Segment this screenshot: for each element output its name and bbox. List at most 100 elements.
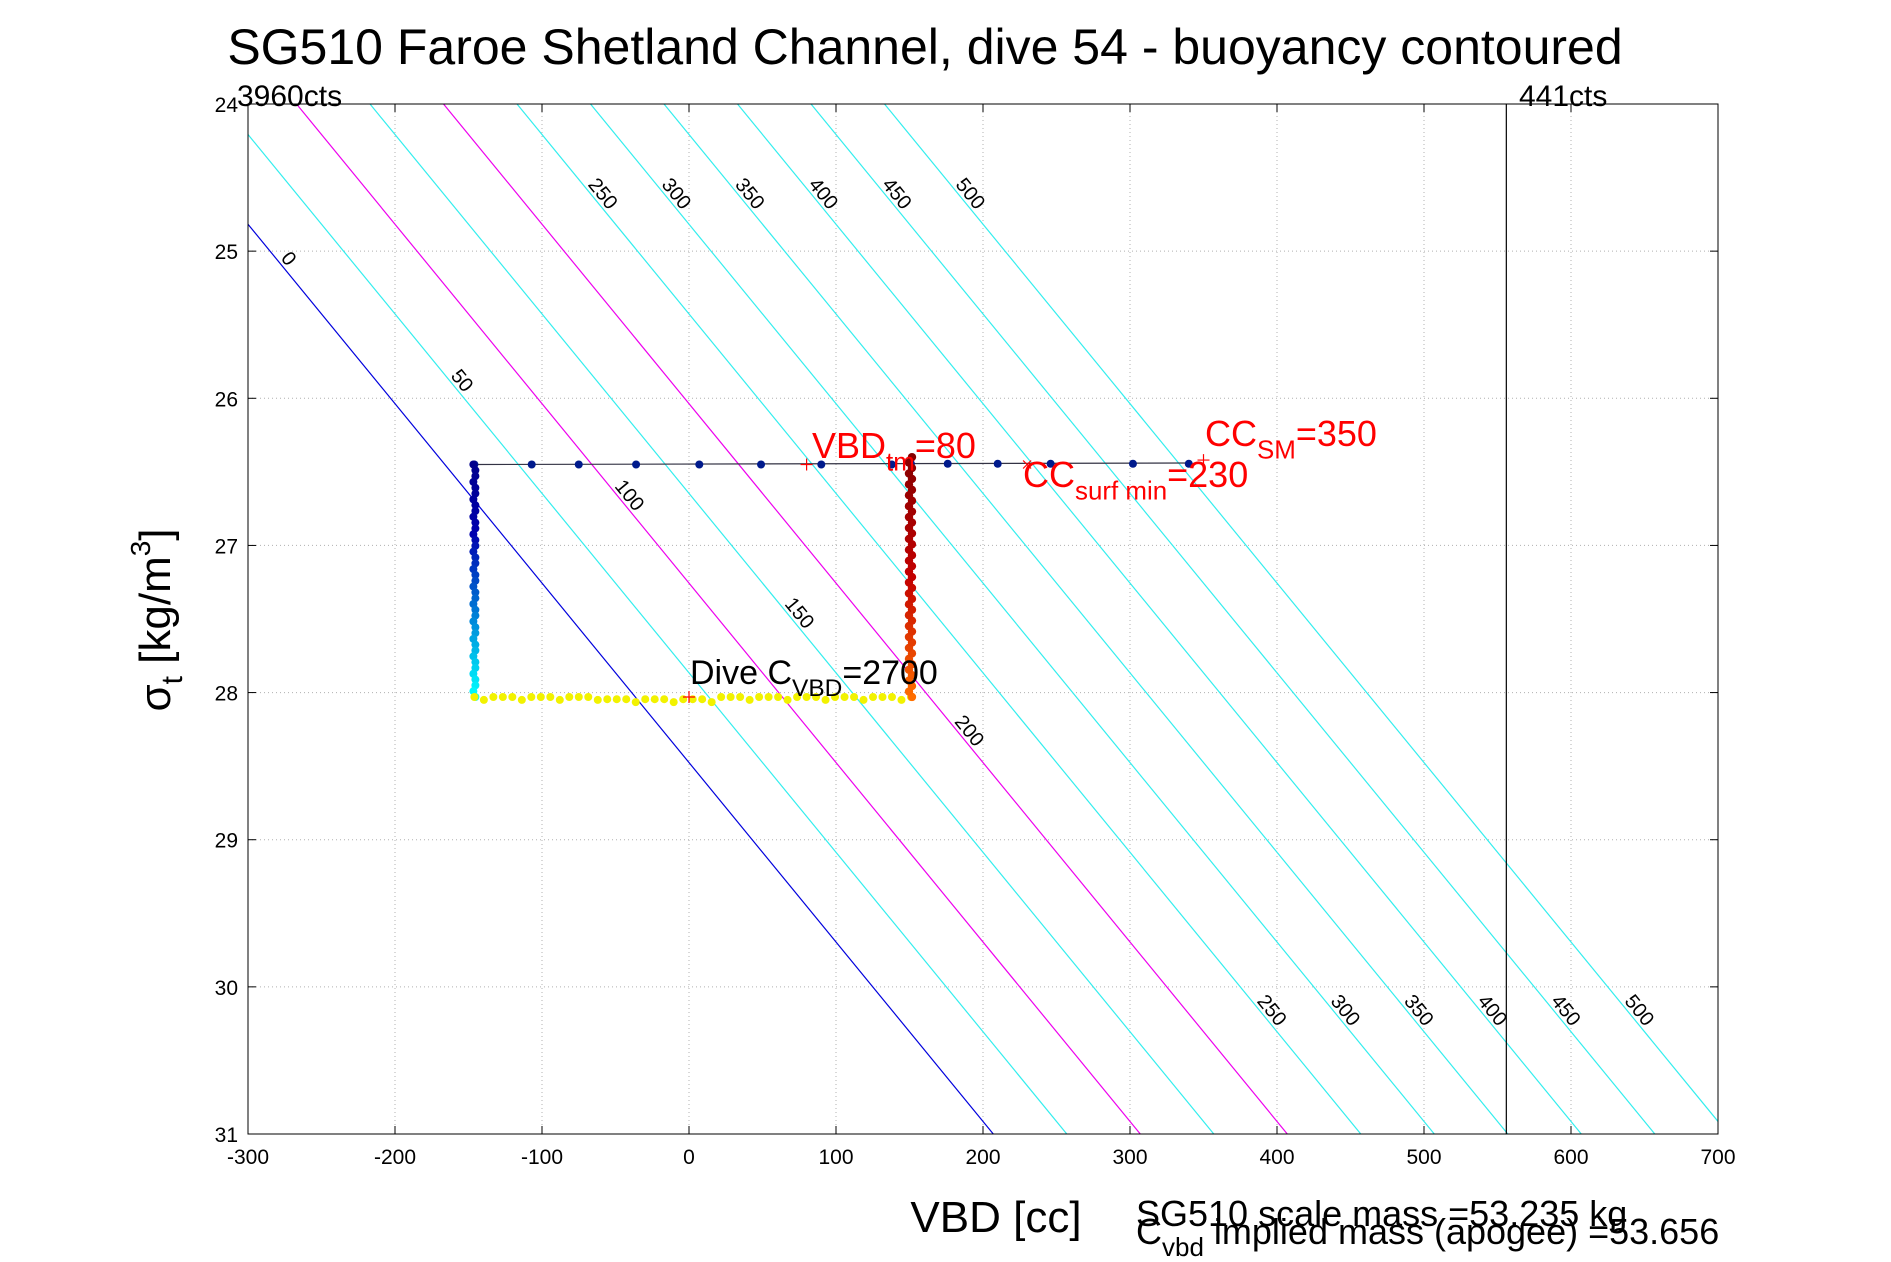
descent-point-22 bbox=[471, 588, 480, 597]
y-label-sigma: σ bbox=[131, 684, 180, 711]
footer-implied-mass: Cvbd implied mass (apogee) =53.656 bbox=[1136, 1211, 1719, 1262]
apogee-point-2 bbox=[489, 692, 498, 701]
annotation-dive-cvbd-sub: VBD bbox=[792, 675, 842, 702]
x-tick-label-4: 100 bbox=[818, 1146, 853, 1169]
contour-line-300 bbox=[590, 103, 1435, 1135]
apogee-point-45 bbox=[897, 695, 906, 704]
apogee-point-8 bbox=[546, 692, 555, 701]
x-tick-label-8: 500 bbox=[1406, 1146, 1441, 1169]
contour-line-100 bbox=[296, 103, 1141, 1135]
apogee-point-44 bbox=[887, 692, 896, 701]
x-tick-label-6: 300 bbox=[1112, 1146, 1147, 1169]
surface-point-6 bbox=[817, 460, 826, 469]
annotation-dive-cvbd: Dive CVBD=2700 bbox=[690, 654, 938, 702]
y-label-sub: t bbox=[156, 675, 189, 684]
apogee-point-13 bbox=[593, 695, 602, 704]
surface-point-11 bbox=[1046, 459, 1055, 468]
apogee-point-12 bbox=[584, 692, 593, 701]
surface-point-2 bbox=[574, 460, 583, 469]
surface-point-9 bbox=[943, 459, 952, 468]
apogee-point-18 bbox=[641, 695, 650, 704]
apogee-point-31 bbox=[764, 692, 773, 701]
apogee-point-33 bbox=[783, 695, 792, 704]
apogee-point-27 bbox=[726, 692, 735, 701]
apogee-point-14 bbox=[603, 695, 612, 704]
annotation-cc-sm-sub: SM bbox=[1257, 437, 1296, 465]
apogee-point-40 bbox=[850, 692, 859, 701]
annotation-vbd-tm-value: =80 bbox=[915, 425, 976, 466]
apogee-point-36 bbox=[812, 692, 821, 701]
apogee-point-30 bbox=[755, 692, 764, 701]
marker-cc-surf-min bbox=[1022, 460, 1032, 469]
apogee-point-9 bbox=[555, 695, 564, 704]
contour-line-150 bbox=[369, 103, 1215, 1135]
apogee-point-0 bbox=[470, 692, 479, 701]
x-tick-label-9: 600 bbox=[1553, 1146, 1588, 1169]
apogee-point-11 bbox=[574, 692, 583, 701]
x-axis-label: VBD [cc] bbox=[910, 1193, 1081, 1242]
surface-point-13 bbox=[1184, 459, 1193, 468]
apogee-point-24 bbox=[698, 695, 707, 704]
apogee-point-5 bbox=[517, 695, 526, 704]
x-tick-label-5: 200 bbox=[965, 1146, 1000, 1169]
descent-point-13 bbox=[471, 536, 480, 545]
footer-implied-c: C bbox=[1136, 1211, 1162, 1252]
descent-point-19 bbox=[471, 570, 480, 579]
y-tick-label-0: 24 bbox=[215, 94, 239, 117]
y-label-unit-sup: 3 bbox=[125, 541, 156, 557]
contour-line-450 bbox=[810, 103, 1656, 1135]
footer-implied-rest: implied mass (apogee) =53.656 bbox=[1204, 1211, 1719, 1252]
descent-point-37 bbox=[471, 675, 480, 684]
apogee-point-20 bbox=[660, 695, 669, 704]
y-tick-label-7: 31 bbox=[215, 1124, 238, 1147]
surface-point-1 bbox=[527, 460, 536, 469]
annotation-cc-sm-main: CC bbox=[1205, 413, 1257, 454]
x-tick-label-3: 0 bbox=[683, 1146, 695, 1169]
descent-point-28 bbox=[471, 623, 480, 632]
annotation-dive-cvbd-value: =2700 bbox=[842, 654, 938, 692]
contour-line-0 bbox=[247, 223, 994, 1135]
annotation-cc-surf-min-main: CC bbox=[1023, 454, 1075, 495]
x-tick-label-1: -200 bbox=[374, 1146, 416, 1169]
apogee-point-6 bbox=[527, 692, 536, 701]
y-label-unit-close: ] bbox=[131, 528, 180, 540]
descent-point-34 bbox=[471, 658, 480, 667]
apogee-point-29 bbox=[745, 695, 754, 704]
apogee-point-15 bbox=[612, 695, 621, 704]
apogee-point-42 bbox=[869, 692, 878, 701]
descent-point-10 bbox=[471, 518, 480, 527]
marker-cc-sm bbox=[1197, 454, 1210, 467]
apogee-point-25 bbox=[707, 698, 716, 707]
contour-line-500 bbox=[884, 103, 1719, 1122]
annotation-cc-sm: CCSM=350 bbox=[1205, 413, 1377, 465]
annotation-dive-cvbd-main: Dive C bbox=[690, 654, 792, 692]
apogee-point-28 bbox=[736, 692, 745, 701]
descent-point-7 bbox=[471, 501, 480, 510]
apogee-point-39 bbox=[840, 692, 849, 701]
chart-title: SG510 Faroe Shetland Channel, dive 54 - … bbox=[227, 19, 1622, 75]
y-label-unit: [kg/m bbox=[131, 556, 180, 676]
surface-point-12 bbox=[1128, 459, 1137, 468]
descent-point-31 bbox=[471, 640, 480, 649]
contour-line-200 bbox=[443, 103, 1288, 1135]
surface-trace-line bbox=[474, 462, 1189, 466]
surface-point-5 bbox=[757, 460, 766, 469]
annotation-cc-sm-value: =350 bbox=[1296, 413, 1377, 454]
apogee-point-19 bbox=[650, 695, 659, 704]
marker-dive-cvbd bbox=[683, 690, 695, 703]
annotation-cc-surf-min-value: =230 bbox=[1167, 454, 1248, 495]
ascent-point-44 bbox=[907, 452, 917, 462]
descent-point-16 bbox=[471, 553, 480, 562]
descent-point-25 bbox=[471, 605, 480, 614]
x-tick-label-10: 700 bbox=[1700, 1146, 1735, 1169]
axis-ticks: -300 -200 -100 0 100 200 300 400 500 600 700 24 25 26… bbox=[215, 94, 1736, 1169]
apogee-point-43 bbox=[878, 692, 887, 701]
annotation-vbd-tm: VBDtm=80 bbox=[812, 425, 976, 477]
annotation-vbd-tm-main: VBD bbox=[812, 425, 886, 466]
apogee-point-7 bbox=[536, 692, 545, 701]
apogee-point-34 bbox=[793, 692, 802, 701]
footer-implied-sub: vbd bbox=[1162, 1232, 1204, 1262]
y-axis-label: σt [kg/m3] bbox=[125, 528, 189, 711]
